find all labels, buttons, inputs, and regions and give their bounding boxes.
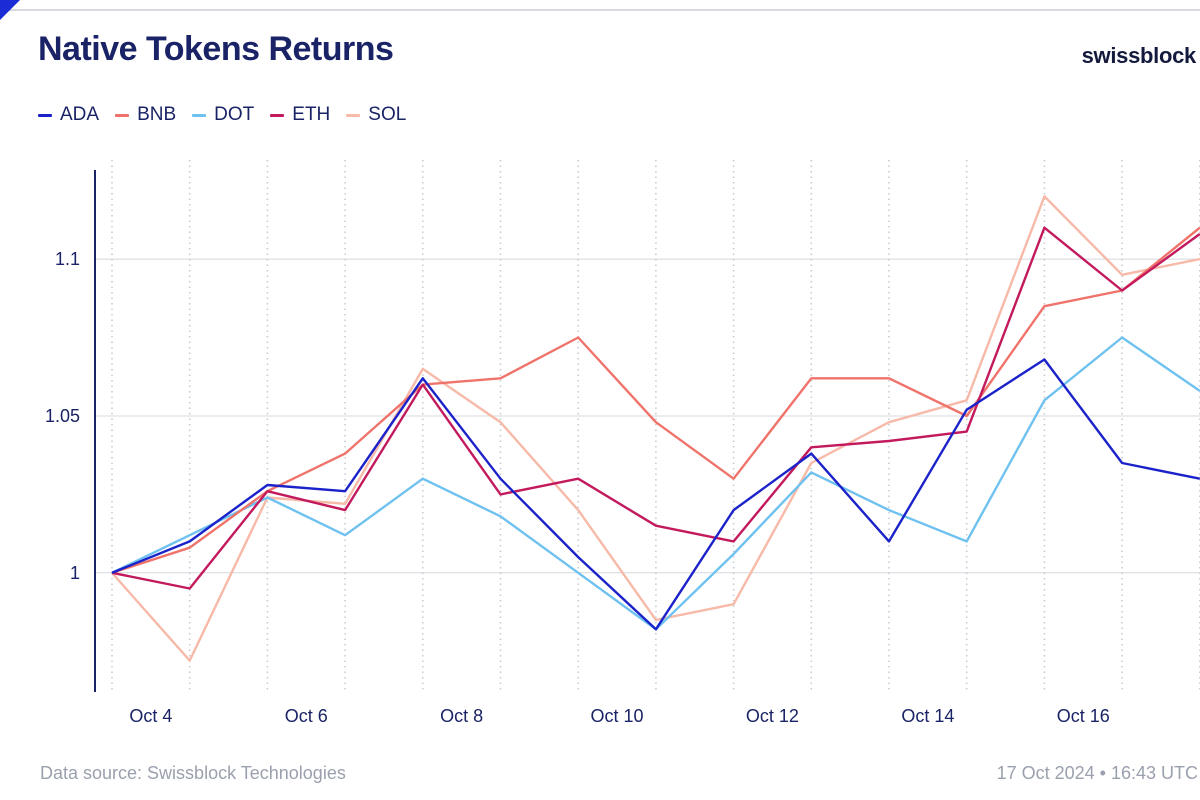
- legend-label: ADA: [60, 104, 100, 125]
- series-line-ada: [111, 358, 1200, 631]
- series-line-bnb: [111, 226, 1200, 574]
- legend-item-bnb[interactable]: BNB: [115, 104, 176, 126]
- series-line-eth: [111, 226, 1200, 590]
- x-tick-label: Oct 8: [440, 706, 483, 726]
- legend-label: ETH: [292, 104, 331, 125]
- brand-logo: swissblock: [1081, 43, 1197, 68]
- y-tick-label: 1.05: [45, 406, 80, 426]
- chart-title: Native Tokens Returns: [38, 30, 394, 68]
- legend-swatch: [38, 113, 52, 117]
- x-tick-label: Oct 6: [285, 706, 328, 726]
- legend-label: SOL: [368, 104, 407, 125]
- x-tick-label: Oct 14: [901, 706, 954, 726]
- x-tick-label: Oct 4: [129, 706, 172, 726]
- corner-accent: [0, 0, 20, 20]
- legend-item-eth[interactable]: ETH: [270, 104, 330, 126]
- legend-item-ada[interactable]: ADA: [38, 104, 99, 126]
- x-tick-label: Oct 10: [591, 706, 644, 726]
- legend-swatch: [346, 113, 361, 117]
- legend-swatch: [115, 113, 130, 117]
- legend-swatch: [192, 113, 207, 117]
- legend-swatch: [270, 113, 285, 117]
- timestamp: 17 Oct 2024 • 16:43 UTC: [996, 763, 1198, 783]
- x-tick-label: Oct 12: [746, 706, 799, 726]
- legend-item-dot[interactable]: DOT: [192, 104, 254, 126]
- legend-label: BNB: [137, 104, 177, 125]
- top-rule: [0, 9, 1200, 11]
- data-source: Data source: Swissblock Technologies: [40, 763, 346, 783]
- legend: ADA BNB DOT ETH SOL: [38, 104, 422, 126]
- legend-item-sol[interactable]: SOL: [346, 104, 406, 126]
- legend-label: DOT: [214, 104, 255, 125]
- series-line-sol: [111, 195, 1200, 662]
- y-tick-label: 1.1: [55, 249, 80, 269]
- x-tick-label: Oct 16: [1057, 706, 1110, 726]
- y-tick-label: 1: [70, 563, 80, 583]
